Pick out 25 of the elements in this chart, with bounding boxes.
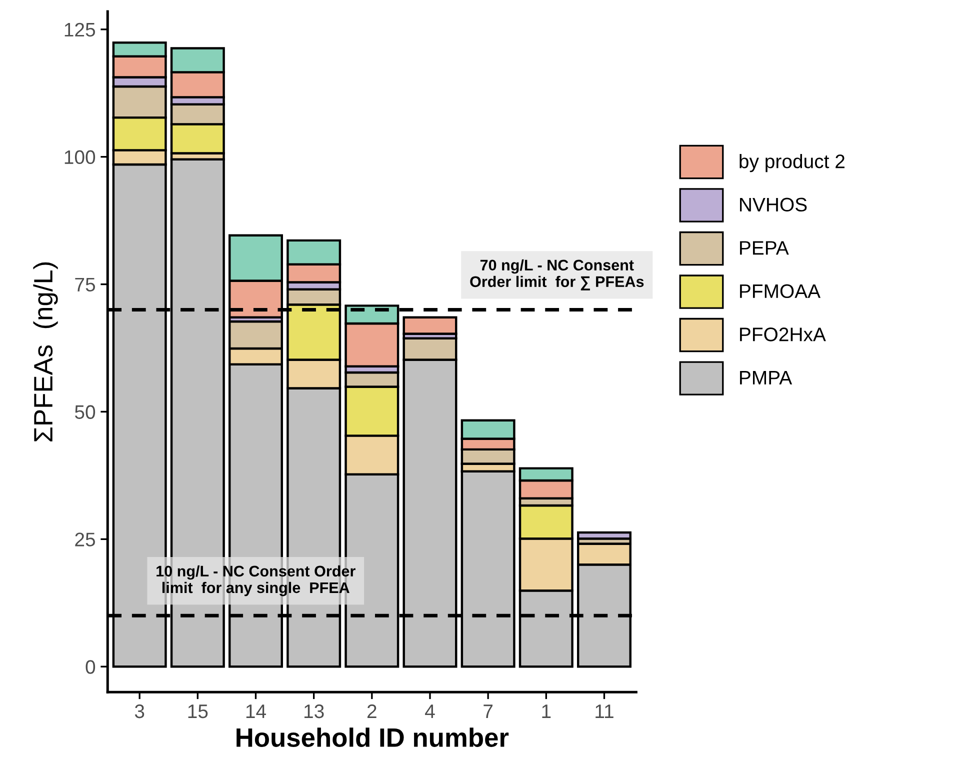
legend-label: PFMOAA: [740, 284, 821, 298]
y-axis-title: ΣPFEAs (ng/L): [33, 262, 58, 442]
x-tick-label: 1: [542, 704, 551, 718]
legend-label: by product 2: [740, 154, 844, 172]
ref-line-label: 10 ng/L - NC Consent Order limit for any single PFEA: [156, 565, 356, 596]
x-tick-label: 15: [188, 704, 208, 718]
legend-label: PEPA: [740, 241, 789, 255]
legend-label: PFO2HxA: [740, 328, 826, 342]
legend-label: PMPA: [740, 371, 792, 384]
x-tick-label: 4: [425, 704, 435, 718]
y-tick-label: 100: [64, 150, 96, 164]
y-tick-label: 25: [75, 532, 96, 546]
y-tick-label: 75: [75, 278, 96, 292]
x-tick-label: 3: [134, 704, 144, 718]
legend-label: NVHOS: [740, 198, 807, 212]
y-tick-label: 50: [74, 405, 96, 419]
x-tick-label: 7: [484, 704, 493, 718]
y-tick-label: 125: [64, 22, 96, 37]
x-tick-label: 14: [246, 704, 266, 718]
ref-line-label: 70 ng/L - NC Consent Order limit for ∑ PFEAs: [470, 259, 644, 290]
x-axis-title: Household ID number: [236, 728, 509, 747]
y-tick-label: 0: [86, 660, 96, 674]
x-tick-label: 13: [304, 704, 324, 718]
x-tick-label: 11: [596, 704, 614, 718]
x-tick-label: 2: [367, 704, 376, 718]
